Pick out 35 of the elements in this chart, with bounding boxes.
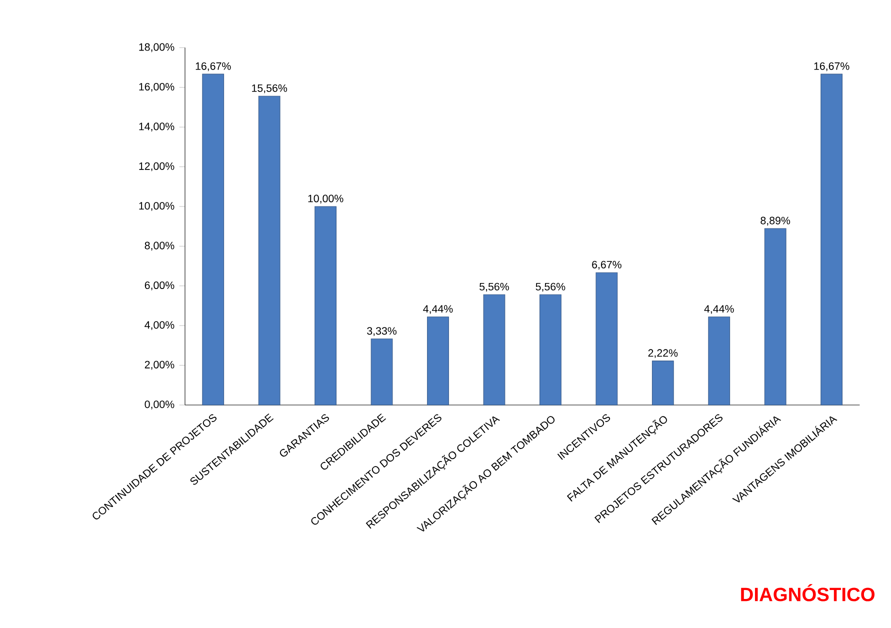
bar: [483, 294, 506, 406]
y-tick-label: 16,00%: [139, 82, 174, 92]
data-label: 4,44%: [423, 305, 453, 314]
bar: [202, 74, 224, 406]
data-label: 16,67%: [196, 62, 231, 72]
bar: [820, 74, 842, 406]
y-tick-label: 14,00%: [139, 122, 174, 132]
data-label: 4,44%: [704, 305, 734, 314]
data-label: 2,22%: [648, 349, 678, 358]
y-tick-label: 6,00%: [144, 281, 174, 290]
y-tick-label: 10,00%: [139, 202, 174, 211]
bar: [258, 96, 280, 406]
text: DIAGNÓSTICO: [741, 584, 875, 602]
bar: [708, 316, 730, 406]
bar: [370, 338, 393, 406]
y-tick-label: 0,00%: [144, 400, 174, 410]
y-tick-label: 18,00%: [139, 43, 174, 52]
data-label: 6,67%: [592, 260, 622, 270]
y-tick-label: 4,00%: [144, 321, 174, 330]
data-label: 5,56%: [480, 282, 509, 292]
bar: [314, 206, 336, 406]
bar: [764, 228, 786, 406]
y-tick-label: 12,00%: [139, 162, 174, 172]
bar: [596, 272, 618, 406]
bar: [652, 360, 674, 406]
data-label: 10,00%: [308, 194, 344, 204]
data-label: 8,89%: [760, 216, 790, 226]
bar: [540, 294, 562, 406]
data-label: 3,33%: [367, 327, 397, 336]
y-tick-label: 2,00%: [144, 360, 174, 370]
data-label: 16,67%: [814, 62, 850, 72]
bar: [427, 316, 449, 406]
y-tick-label: 8,00%: [144, 242, 174, 251]
data-label: 15,56%: [252, 84, 288, 94]
data-label: 5,56%: [536, 282, 566, 292]
